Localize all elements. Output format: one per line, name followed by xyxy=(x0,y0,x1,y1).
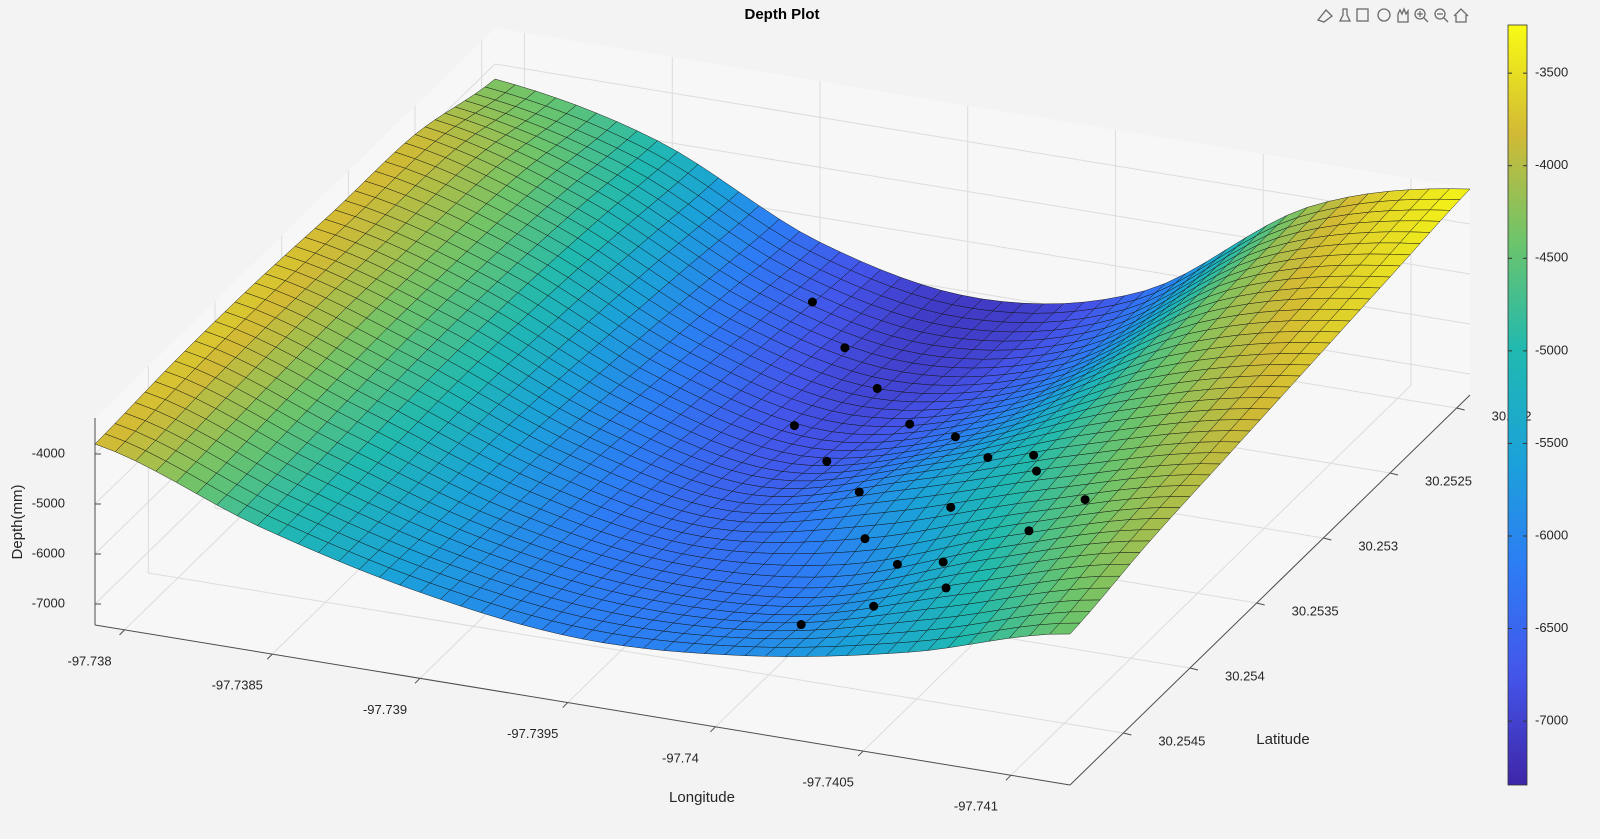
x-tick-mark xyxy=(119,629,125,636)
x-tick-label: -97.738 xyxy=(67,653,111,668)
data-point xyxy=(796,620,806,630)
colorbar-tick-label: -4000 xyxy=(1535,157,1568,172)
x-axis-label: Longitude xyxy=(669,789,735,806)
x-tick-mark xyxy=(562,702,569,708)
toolbar-brush[interactable] xyxy=(1316,9,1333,23)
x-axis-line xyxy=(94,624,1071,786)
data-point xyxy=(1032,466,1042,476)
x-tick-mark xyxy=(414,677,421,684)
toolbar-export[interactable] xyxy=(1356,8,1369,22)
data-point xyxy=(941,583,951,593)
toolbar-pan[interactable] xyxy=(1397,7,1409,23)
data-point xyxy=(869,601,879,611)
y-tick-mark xyxy=(1456,407,1465,411)
toolbar-zoom-out[interactable] xyxy=(1434,8,1446,20)
toolbar-rotate[interactable] xyxy=(1377,8,1391,22)
y-axis-label: Latitude xyxy=(1256,731,1309,748)
data-point xyxy=(946,502,956,512)
toolbar-datatip[interactable] xyxy=(1338,8,1352,22)
y-tick-mark xyxy=(1323,537,1332,541)
data-point xyxy=(860,534,870,544)
grid-line xyxy=(494,63,1471,225)
data-point xyxy=(983,453,993,463)
toolbar-zoom-in-sign xyxy=(1417,11,1429,23)
z-tick-label: -4000 xyxy=(32,445,65,460)
y-tick-mark xyxy=(1256,602,1265,606)
surface xyxy=(94,78,1471,657)
x-tick-label: -97.74 xyxy=(662,750,699,765)
z-tick-label: -7000 xyxy=(32,595,65,610)
x-tick-mark xyxy=(857,750,864,757)
x-tick-mark xyxy=(710,726,716,733)
data-point xyxy=(789,421,799,431)
colorbar-tick-label: -6500 xyxy=(1535,620,1568,635)
colorbar-tick-label: -5000 xyxy=(1535,342,1568,357)
data-point xyxy=(1024,526,1034,536)
x-tick-label: -97.7395 xyxy=(507,726,558,741)
colorbar-tick-label: -7000 xyxy=(1535,713,1568,728)
x-tick-label: -97.7405 xyxy=(803,774,854,789)
y-tick-label: 30.253 xyxy=(1358,538,1398,553)
data-point xyxy=(950,432,960,442)
colorbar-tick-label: -5500 xyxy=(1535,435,1568,450)
y-tick-mark xyxy=(1389,472,1399,476)
data-point xyxy=(822,456,832,466)
toolbar-home[interactable] xyxy=(1453,8,1469,23)
grid-line xyxy=(148,572,1124,734)
z-tick-label: -6000 xyxy=(32,545,65,560)
z-tick-label: -5000 xyxy=(32,495,65,510)
x-tick-label: -97.739 xyxy=(363,702,407,717)
x-tick-mark xyxy=(266,653,273,660)
data-point xyxy=(1080,495,1090,505)
toolbar-zoom-out-sign xyxy=(1437,13,1449,23)
x-tick-label: -97.7385 xyxy=(212,678,263,693)
axes-toolbar xyxy=(1316,7,1469,23)
y-tick-label: 30.2525 xyxy=(1425,473,1472,488)
data-point xyxy=(840,343,850,353)
chart-title: Depth Plot xyxy=(745,6,820,23)
data-point xyxy=(905,419,915,429)
colorbar-tick-label: -6000 xyxy=(1535,527,1568,542)
data-point xyxy=(1029,450,1039,460)
data-point xyxy=(854,487,864,497)
y-tick-label: 30.2535 xyxy=(1292,603,1339,618)
colorbar xyxy=(1507,24,1528,786)
surface-patch xyxy=(1049,622,1081,635)
grid-line xyxy=(1010,384,1412,776)
toolbar-zoom-in[interactable] xyxy=(1414,8,1426,20)
data-point xyxy=(872,383,882,393)
y-tick-label: 30.2545 xyxy=(1158,733,1205,748)
x-tick-label: -97.741 xyxy=(954,799,998,814)
data-point xyxy=(892,559,902,569)
y-axis-line xyxy=(1069,394,1471,786)
colorbar-tick-label: -3500 xyxy=(1535,65,1568,80)
y-tick-label: 30.254 xyxy=(1225,668,1265,683)
data-point xyxy=(938,557,948,567)
y-tick-mark xyxy=(1189,667,1199,671)
z-axis-label: Depth(mm) xyxy=(9,484,26,559)
colorbar-tick-label: -4500 xyxy=(1535,250,1568,265)
y-tick-mark xyxy=(1123,732,1132,736)
data-point xyxy=(807,297,817,307)
points xyxy=(789,297,1090,630)
x-tick-mark xyxy=(1005,774,1012,781)
